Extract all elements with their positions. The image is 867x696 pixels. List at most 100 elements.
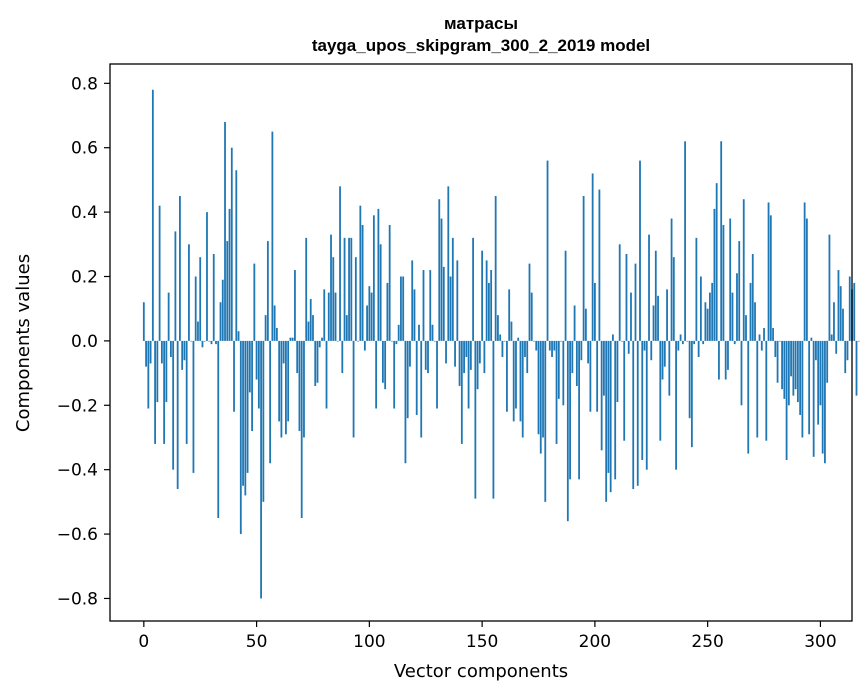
bar [239,340,242,535]
bar [695,237,698,341]
bar [524,340,526,357]
bar [393,340,396,409]
bar [699,276,702,341]
bar [598,189,601,341]
y-axis-label: Components values [13,254,34,432]
bar [271,131,274,341]
bar [763,328,765,341]
bar [618,244,621,341]
bar [384,340,387,390]
bar [776,340,779,383]
bar [490,270,493,341]
bar [354,257,357,341]
bar [772,328,774,341]
bar [857,340,860,342]
bar [815,340,817,361]
bar [796,340,799,403]
bar [533,340,535,342]
bar [839,286,842,341]
bar [794,340,797,390]
bar [614,340,617,480]
bar [224,121,226,341]
bar [463,340,465,374]
bar [625,253,628,341]
bar [643,340,646,351]
bar [663,340,666,367]
bar [199,257,202,341]
bar [760,340,763,351]
bar [230,147,233,341]
bar [472,237,474,341]
bar [314,340,317,386]
bar [275,328,278,341]
bar [469,340,472,370]
bar [661,340,664,380]
bar [731,292,734,341]
bar [442,266,445,341]
bar [465,340,468,357]
bar [330,234,332,341]
bar [844,340,847,374]
bar [402,276,405,341]
bar [729,218,732,341]
bar [648,234,650,341]
bar [188,244,190,341]
bar [418,324,420,341]
bar [641,340,644,461]
bar [388,224,391,341]
bar [681,340,684,345]
bar [431,324,434,341]
bar [690,340,693,448]
bar [580,340,583,361]
bar [445,340,447,364]
bar [830,334,833,341]
bar [751,253,754,341]
bar [350,237,353,341]
bar [194,276,197,341]
y-tick-label: 0.8 [71,74,98,94]
bar [510,321,513,341]
bar [339,186,341,341]
bar [476,340,479,390]
bar [219,302,222,341]
bar [406,340,409,419]
bar [769,215,772,341]
bar [257,340,260,409]
bar [657,295,659,341]
bar [291,337,294,341]
bar [400,276,402,341]
bar [652,305,655,341]
bar [747,340,750,454]
bar [359,205,362,341]
bar [242,340,244,486]
bar [449,276,452,341]
bar [481,250,484,341]
y-tick-label: −0.4 [57,461,98,481]
bar [530,292,533,341]
bar [765,340,768,441]
bar [785,340,788,461]
bar [420,340,423,438]
bar [237,331,240,341]
bar [659,340,662,441]
bar [535,340,538,351]
bar [519,340,522,422]
bar [273,305,276,341]
bar [386,282,389,341]
bar [217,340,220,518]
bar [492,340,495,499]
x-tick-label: 50 [246,632,268,652]
bar [612,334,614,341]
chart-subtitle: tayga_upos_skipgram_300_2_2019 model [312,36,650,55]
bar [733,340,736,345]
y-tick-label: 0.4 [71,203,98,223]
x-tick-label: 0 [138,632,149,652]
bar [677,340,680,351]
bar [460,340,463,444]
bar [745,315,747,341]
bar [158,205,161,341]
bar [332,257,335,341]
bar [233,340,235,412]
bar [517,337,520,341]
bar [228,208,231,341]
